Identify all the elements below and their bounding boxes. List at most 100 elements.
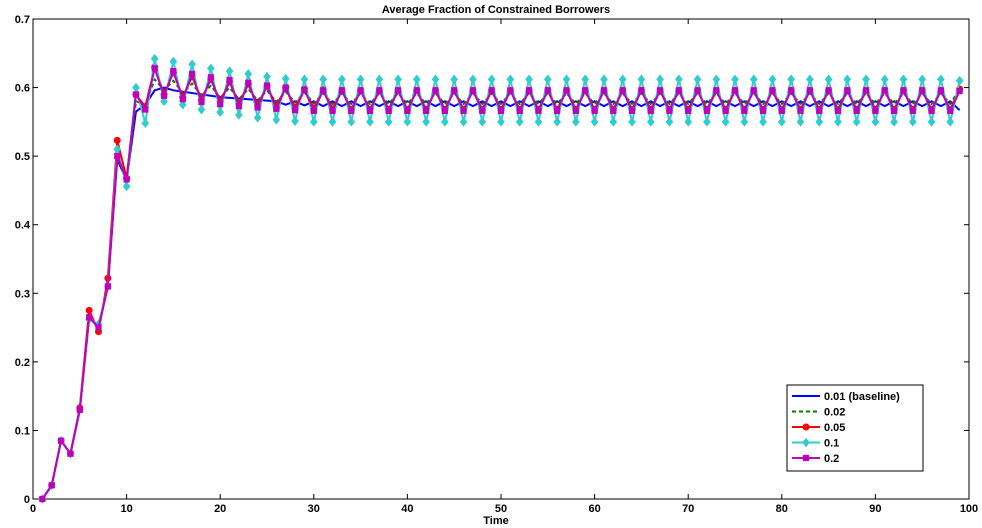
data-point bbox=[937, 87, 945, 94]
data-point bbox=[731, 87, 739, 94]
data-point bbox=[348, 107, 355, 114]
data-point bbox=[646, 117, 655, 127]
data-point bbox=[384, 117, 393, 127]
data-point bbox=[48, 482, 55, 489]
data-point bbox=[356, 74, 365, 85]
data-point bbox=[834, 117, 842, 127]
legend-item: 0.05 bbox=[792, 422, 845, 434]
data-point bbox=[497, 107, 505, 114]
series-1 bbox=[41, 78, 961, 500]
data-point bbox=[806, 74, 814, 85]
data-point bbox=[151, 65, 158, 72]
data-point bbox=[122, 181, 131, 192]
data-point bbox=[816, 107, 823, 114]
data-point bbox=[628, 107, 636, 114]
data-point bbox=[469, 74, 477, 85]
data-point bbox=[188, 59, 196, 70]
y-tick-label: 0.1 bbox=[15, 425, 30, 437]
y-tick-label: 0.5 bbox=[15, 151, 30, 163]
data-point bbox=[844, 87, 851, 94]
series-line bbox=[41, 78, 961, 500]
data-point bbox=[722, 107, 729, 114]
x-tick-label: 100 bbox=[960, 503, 978, 515]
data-point bbox=[178, 99, 187, 110]
data-point bbox=[582, 87, 589, 94]
y-tick-label: 0.7 bbox=[15, 14, 30, 26]
data-point bbox=[394, 87, 402, 94]
data-point bbox=[432, 87, 439, 94]
data-point bbox=[955, 75, 964, 86]
data-point bbox=[197, 104, 206, 115]
data-point bbox=[693, 74, 702, 85]
data-point bbox=[179, 96, 186, 103]
data-point bbox=[891, 107, 898, 114]
data-point bbox=[731, 74, 739, 85]
data-point bbox=[441, 107, 448, 114]
series-line bbox=[41, 86, 961, 500]
data-point bbox=[862, 74, 870, 85]
data-point bbox=[207, 74, 214, 81]
data-point bbox=[909, 107, 916, 114]
data-point bbox=[142, 106, 149, 113]
data-point bbox=[123, 176, 130, 183]
data-point bbox=[591, 107, 598, 114]
data-point bbox=[67, 450, 74, 457]
y-tick-label: 0.6 bbox=[15, 83, 30, 95]
data-point bbox=[788, 87, 795, 94]
data-point bbox=[685, 107, 692, 114]
data-point bbox=[338, 74, 346, 85]
data-point bbox=[572, 117, 580, 127]
x-tick-label: 30 bbox=[308, 503, 320, 515]
data-point bbox=[301, 86, 308, 93]
data-point bbox=[750, 87, 757, 94]
data-point bbox=[768, 74, 777, 85]
data-point bbox=[778, 107, 785, 114]
data-point bbox=[694, 87, 701, 94]
data-point bbox=[422, 117, 430, 127]
x-tick-label: 60 bbox=[588, 503, 600, 515]
data-point bbox=[600, 87, 608, 94]
data-point bbox=[862, 87, 870, 94]
data-point bbox=[515, 117, 524, 127]
data-point bbox=[160, 92, 168, 99]
data-point bbox=[141, 118, 150, 129]
data-point bbox=[497, 117, 505, 127]
data-point bbox=[169, 56, 178, 67]
data-point bbox=[413, 87, 420, 94]
x-tick-label: 80 bbox=[776, 503, 788, 515]
data-point bbox=[956, 87, 963, 95]
data-point bbox=[581, 74, 590, 85]
data-point bbox=[543, 74, 552, 85]
data-point bbox=[927, 117, 936, 127]
x-tick-label: 20 bbox=[214, 503, 226, 515]
data-point bbox=[674, 74, 683, 85]
data-point bbox=[507, 87, 514, 94]
data-point bbox=[412, 74, 421, 85]
data-point bbox=[160, 96, 168, 107]
data-point bbox=[451, 87, 458, 94]
legend-item: 0.2 bbox=[792, 453, 839, 465]
data-point bbox=[347, 117, 356, 127]
data-point bbox=[777, 117, 786, 127]
data-point bbox=[815, 117, 824, 127]
data-point bbox=[572, 107, 579, 114]
data-point bbox=[244, 69, 253, 79]
data-point bbox=[553, 117, 562, 127]
x-tick-label: 40 bbox=[401, 503, 413, 515]
data-point bbox=[57, 437, 65, 444]
data-point bbox=[600, 74, 608, 85]
series-4 bbox=[39, 65, 963, 503]
data-point bbox=[329, 107, 336, 114]
data-point bbox=[170, 68, 177, 75]
legend-item: 0.1 bbox=[792, 438, 839, 450]
data-point bbox=[263, 82, 271, 89]
legend-label: 0.05 bbox=[824, 422, 845, 434]
x-tick-label: 70 bbox=[682, 503, 694, 515]
legend-item: 0.02 bbox=[792, 407, 845, 419]
data-point bbox=[759, 117, 767, 127]
data-point bbox=[431, 74, 440, 85]
data-point bbox=[254, 104, 261, 111]
data-point bbox=[619, 87, 626, 94]
data-point bbox=[525, 87, 533, 94]
data-point bbox=[235, 102, 243, 110]
